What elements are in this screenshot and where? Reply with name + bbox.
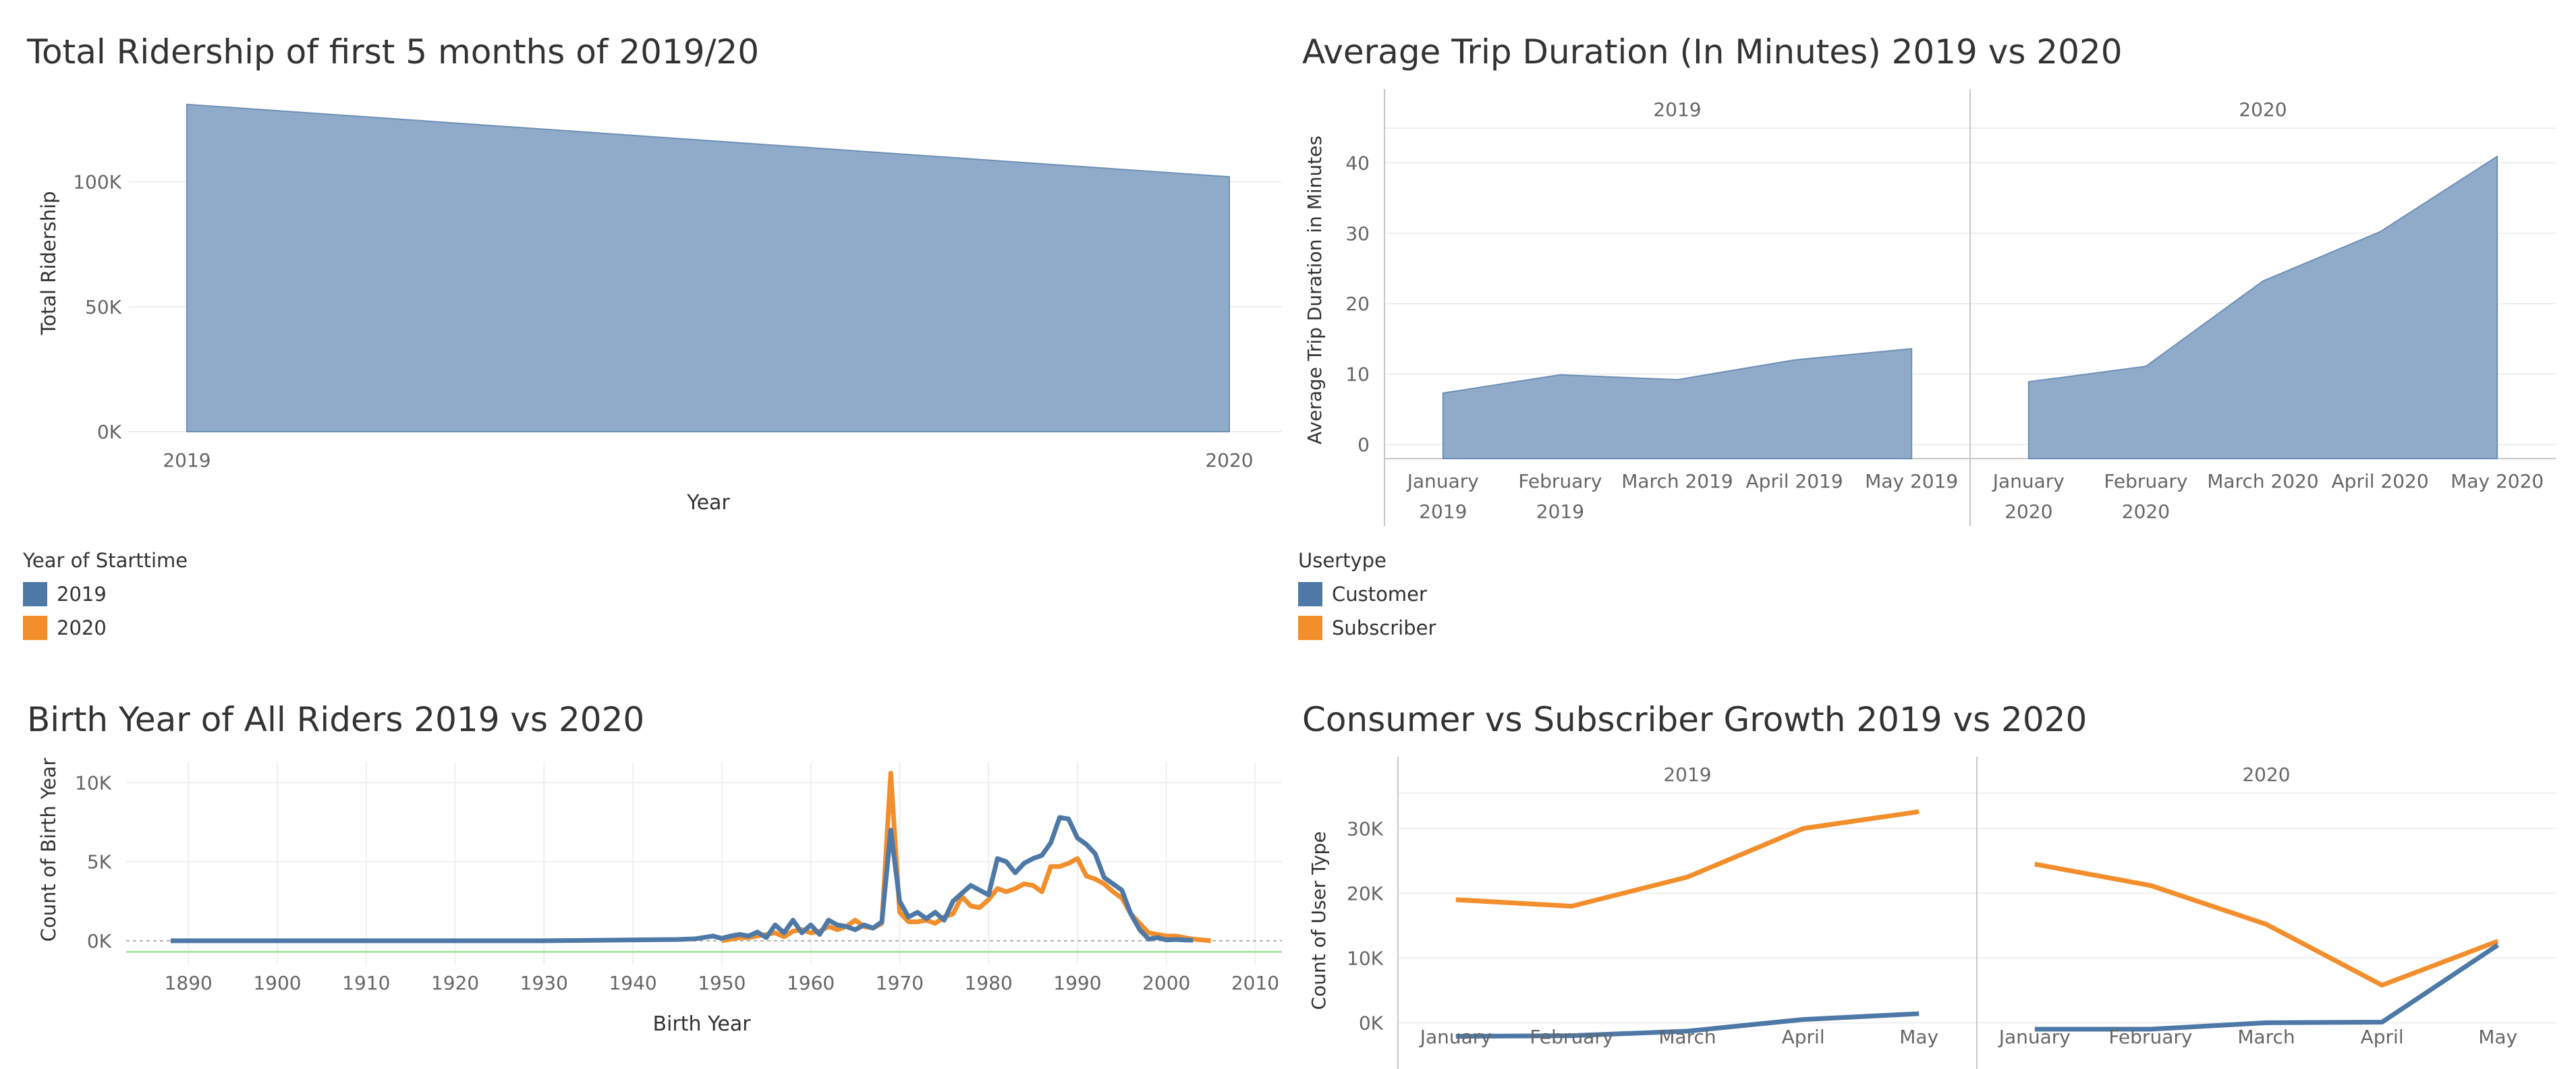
y-tick-label: 0K [97,421,122,443]
x-tick-label: 1980 [965,972,1013,994]
y-tick-label: 10 [1345,364,1370,386]
y-tick-label: 10K [1347,947,1384,969]
legend-swatch [23,582,47,606]
legend-swatch [1298,582,1322,606]
legend-item-2019[interactable]: 2019 [23,577,188,611]
x-axis-title: Year [686,491,730,515]
legend-swatch [1298,616,1322,640]
series-line-Subscriber-2019 [1455,809,1920,909]
legend-title: Usertype [1298,549,1387,572]
legend-title: Year of Starttime [23,549,188,572]
duration-area-2019 [1442,347,1913,459]
ridership-area [186,103,1230,432]
x-tick-label: May [2478,1026,2517,1048]
x-tick-label: May [1899,1026,1938,1048]
y-tick-label: 30 [1345,223,1370,245]
legend-label: Customer [1332,583,1427,606]
y-axis-title: Count of User Type [1308,832,1330,1010]
y-tick-label: 0K [1359,1012,1384,1034]
x-tick-label: April 2020 [2332,470,2429,492]
series-line-2020 [721,770,1211,944]
x-tick-label: 1910 [342,972,390,994]
x-tick-label: 2000 [1142,972,1190,994]
panel-header-2020: 2020 [2242,763,2290,786]
x-tick-label: February [2104,470,2187,492]
x-tick-label: 2010 [1231,972,1279,994]
x-tick-label: January [1992,470,2065,492]
y-tick-label: 10K [75,772,112,794]
legend-usertype: Usertype Customer Subscriber [1298,549,1436,645]
y-tick-label: 100K [73,171,121,194]
x-tick-label: March 2019 [1621,470,1733,492]
legend-item-customer[interactable]: Customer [1298,577,1436,611]
x-tick-label: 1920 [431,972,479,994]
y-axis-title: Average Trip Duration in Minutes [1304,136,1326,444]
x-tick-label: March 2020 [2207,470,2319,492]
x-tick-label: 2020 [2122,500,2170,523]
x-tick-label: February [1518,470,1602,492]
ridership-area-chart: 0K 50K 100K 2019 2020 Year Total Ridership [37,103,1282,515]
x-tick-label: 1930 [520,972,568,994]
panel-header-2020: 2020 [2239,98,2287,121]
chart-title-duration: Average Trip Duration (In Minutes) 2019 … [1302,32,2123,71]
x-tick-label: 1950 [698,972,746,994]
legend-year-of-starttime: Year of Starttime 2019 2020 [23,549,188,645]
y-tick-label: 40 [1345,152,1370,174]
panel-header-2019: 2019 [1663,763,1711,786]
legend-label: Subscriber [1332,616,1436,639]
x-tick-label: 1890 [165,972,213,994]
y-axis-title: Total Ridership [37,191,60,335]
x-tick-label: 2019 [1536,500,1584,523]
y-tick-label: 20 [1345,293,1370,315]
x-tick-label: January [1406,470,1479,492]
series-line-2019 [170,815,1194,944]
series-line-Customer-2020 [2034,943,2500,1032]
x-tick-label: 2020 [2005,500,2052,523]
x-tick-label: April [2361,1026,2404,1048]
trip-duration-area-chart: 0 10 20 30 40 2019 January 2019 February 2019 Marc… [1304,89,2556,526]
chart-title-birthyear: Birth Year of All Riders 2019 vs 2020 [27,700,645,739]
panel-header-2019: 2019 [1653,98,1701,121]
y-tick-label: 20K [1347,882,1384,904]
x-tick-label: 2019 [1419,500,1467,523]
y-tick-label: 5K [87,851,112,873]
y-tick-label: 0 [1357,434,1370,456]
user-type-growth-line-chart: 0K 10K 20K 30K 2019 January February March April… [1308,757,2556,1069]
x-tick-label: March [2237,1026,2295,1048]
x-tick-label: April [1782,1026,1825,1048]
x-tick-label: February [2108,1026,2192,1048]
x-tick-label: 1960 [787,972,835,994]
x-tick-label: 1970 [876,972,924,994]
legend-label: 2020 [57,616,107,639]
x-tick-label: May 2019 [1865,470,1958,492]
x-tick-label: 2019 [163,449,211,471]
series-line-Customer-2019 [1455,1011,1920,1039]
legend-swatch [23,616,47,640]
x-tick-label: February [1530,1026,1613,1048]
series-line-Subscriber-2020 [2034,861,2499,988]
x-axis-title: Birth Year [652,1012,751,1036]
birth-year-line-chart: 1890 1900 1910 1920 1930 1940 1950 1960 1970 1980… [37,758,1282,1036]
x-tick-label: 2020 [1205,449,1253,471]
legend-item-2020[interactable]: 2020 [23,611,188,645]
x-tick-label: January [1998,1026,2071,1048]
y-tick-label: 50K [85,296,122,318]
y-tick-label: 0K [87,930,112,952]
chart-title-growth: Consumer vs Subscriber Growth 2019 vs 20… [1302,700,2088,739]
x-tick-label: March [1658,1026,1716,1048]
x-tick-label: April 2019 [1746,470,1843,492]
x-tick-label: 1990 [1053,972,1101,994]
x-tick-label: May 2020 [2451,470,2544,492]
legend-label: 2019 [57,583,107,606]
duration-area-2020 [2027,155,2498,459]
x-tick-label: January [1419,1026,1492,1048]
x-tick-label: 1900 [253,972,301,994]
x-tick-label: 1940 [609,972,656,994]
chart-title-ridership: Total Ridership of first 5 months of 201… [27,32,760,71]
legend-item-subscriber[interactable]: Subscriber [1298,611,1436,645]
y-tick-label: 30K [1347,817,1384,840]
y-axis-title: Count of Birth Year [37,758,60,942]
